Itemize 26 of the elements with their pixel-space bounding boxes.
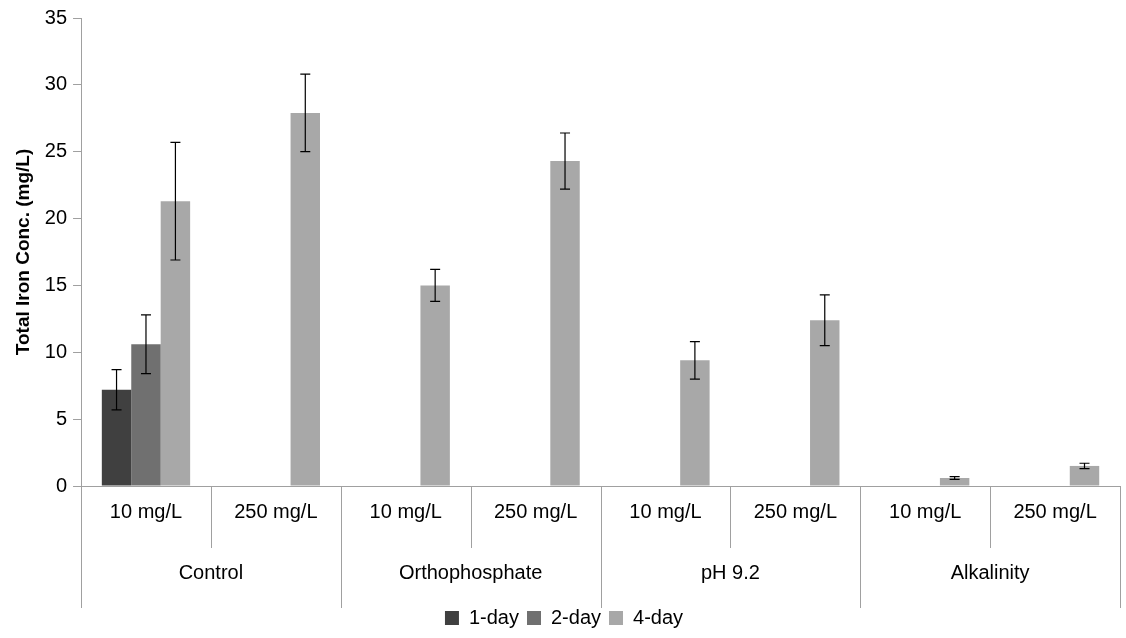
x-tick-label: 250 mg/L (1013, 499, 1097, 522)
y-tick-label: 25 (44, 139, 68, 162)
text: Orthophosphate (398, 560, 543, 583)
text: Alkalinity (950, 560, 1030, 583)
x-tick-label: 250 mg/L (493, 499, 578, 522)
x-tick-label: 10 mg/L (629, 499, 702, 522)
legend-label: 1-day (468, 605, 519, 628)
y-axis-title: Total Iron Conc. (mg/L) (11, 148, 33, 356)
x-tick-label: 10 mg/L (109, 499, 183, 522)
y-tick-label: 35 (44, 5, 68, 28)
y-tick-label: 30 (44, 72, 68, 95)
y-tick-label: 20 (44, 206, 68, 229)
y-tick-label: 5 (55, 406, 68, 429)
x-tick-label: 250 mg/L (234, 499, 318, 522)
y-tick-label: 15 (44, 272, 68, 295)
legend-label: 4-day (633, 605, 684, 628)
y-tick-label: 0 (55, 473, 68, 496)
x-tick-label: 10 mg/L (369, 499, 442, 522)
x-tick-label: 250 mg/L (753, 499, 838, 522)
x-tick-label: 10 mg/L (889, 499, 962, 522)
y-tick-label: 10 (44, 339, 68, 362)
text: pH 9.2 (700, 560, 760, 583)
legend-label: 2-day (550, 605, 602, 628)
text: Control (178, 560, 244, 583)
bar (101, 389, 132, 486)
bar (131, 344, 161, 486)
